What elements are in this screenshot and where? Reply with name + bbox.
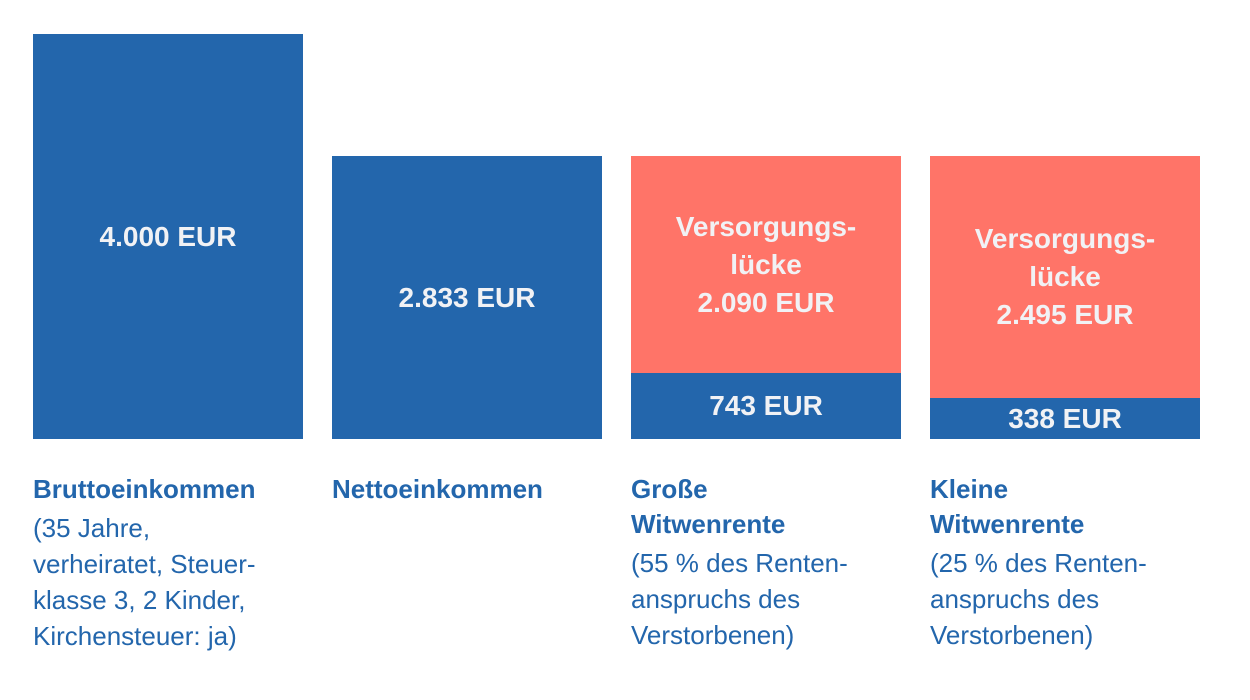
- bar-bruttoeinkommen: 4.000 EUR: [33, 34, 303, 439]
- category-title: Nettoeinkommen: [332, 474, 543, 504]
- bar-value: 2.833 EUR: [398, 281, 536, 313]
- category-note: (55 % des Renten- anspruchs des Verstorb…: [631, 548, 848, 650]
- category-label-grosse-witwenrente: Große Witwenrente (55 % des Renten- ansp…: [631, 472, 911, 653]
- category-title: Kleine Witwenrente: [930, 474, 1085, 539]
- bar-segment-income: 338 EUR: [930, 398, 1200, 439]
- bar-segment-income: 743 EUR: [631, 373, 901, 439]
- bar-segment-gap: Versorgungs- lücke 2.090 EUR: [631, 156, 901, 373]
- category-label-nettoeinkommen: Nettoeinkommen: [332, 472, 612, 510]
- bar-segment-income: 2.833 EUR: [332, 156, 602, 439]
- bar-kleine-witwenrente: Versorgungs- lücke 2.495 EUR 338 EUR: [930, 156, 1200, 439]
- bar-grosse-witwenrente: Versorgungs- lücke 2.090 EUR 743 EUR: [631, 156, 901, 439]
- bar-value: 743 EUR: [709, 390, 823, 421]
- category-label-bruttoeinkommen: Bruttoeinkommen (35 Jahre, verheiratet, …: [33, 472, 313, 654]
- category-label-kleine-witwenrente: Kleine Witwenrente (25 % des Renten- ans…: [930, 472, 1210, 653]
- category-note: (25 % des Renten- anspruchs des Verstorb…: [930, 548, 1147, 650]
- bar-gap-value: Versorgungs- lücke 2.495 EUR: [974, 223, 1156, 330]
- bar-segment-gap: Versorgungs- lücke 2.495 EUR: [930, 156, 1200, 398]
- category-title: Bruttoeinkommen: [33, 474, 256, 504]
- bar-gap-value: Versorgungs- lücke 2.090 EUR: [675, 210, 857, 318]
- category-title: Große Witwenrente: [631, 474, 786, 539]
- bar-segment-income: 4.000 EUR: [33, 34, 303, 439]
- bar-nettoeinkommen: 2.833 EUR: [332, 156, 602, 439]
- bar-value: 338 EUR: [1008, 402, 1122, 434]
- category-note: (35 Jahre, verheiratet, Steuer- klasse 3…: [33, 513, 256, 651]
- bar-value: 4.000 EUR: [99, 220, 237, 252]
